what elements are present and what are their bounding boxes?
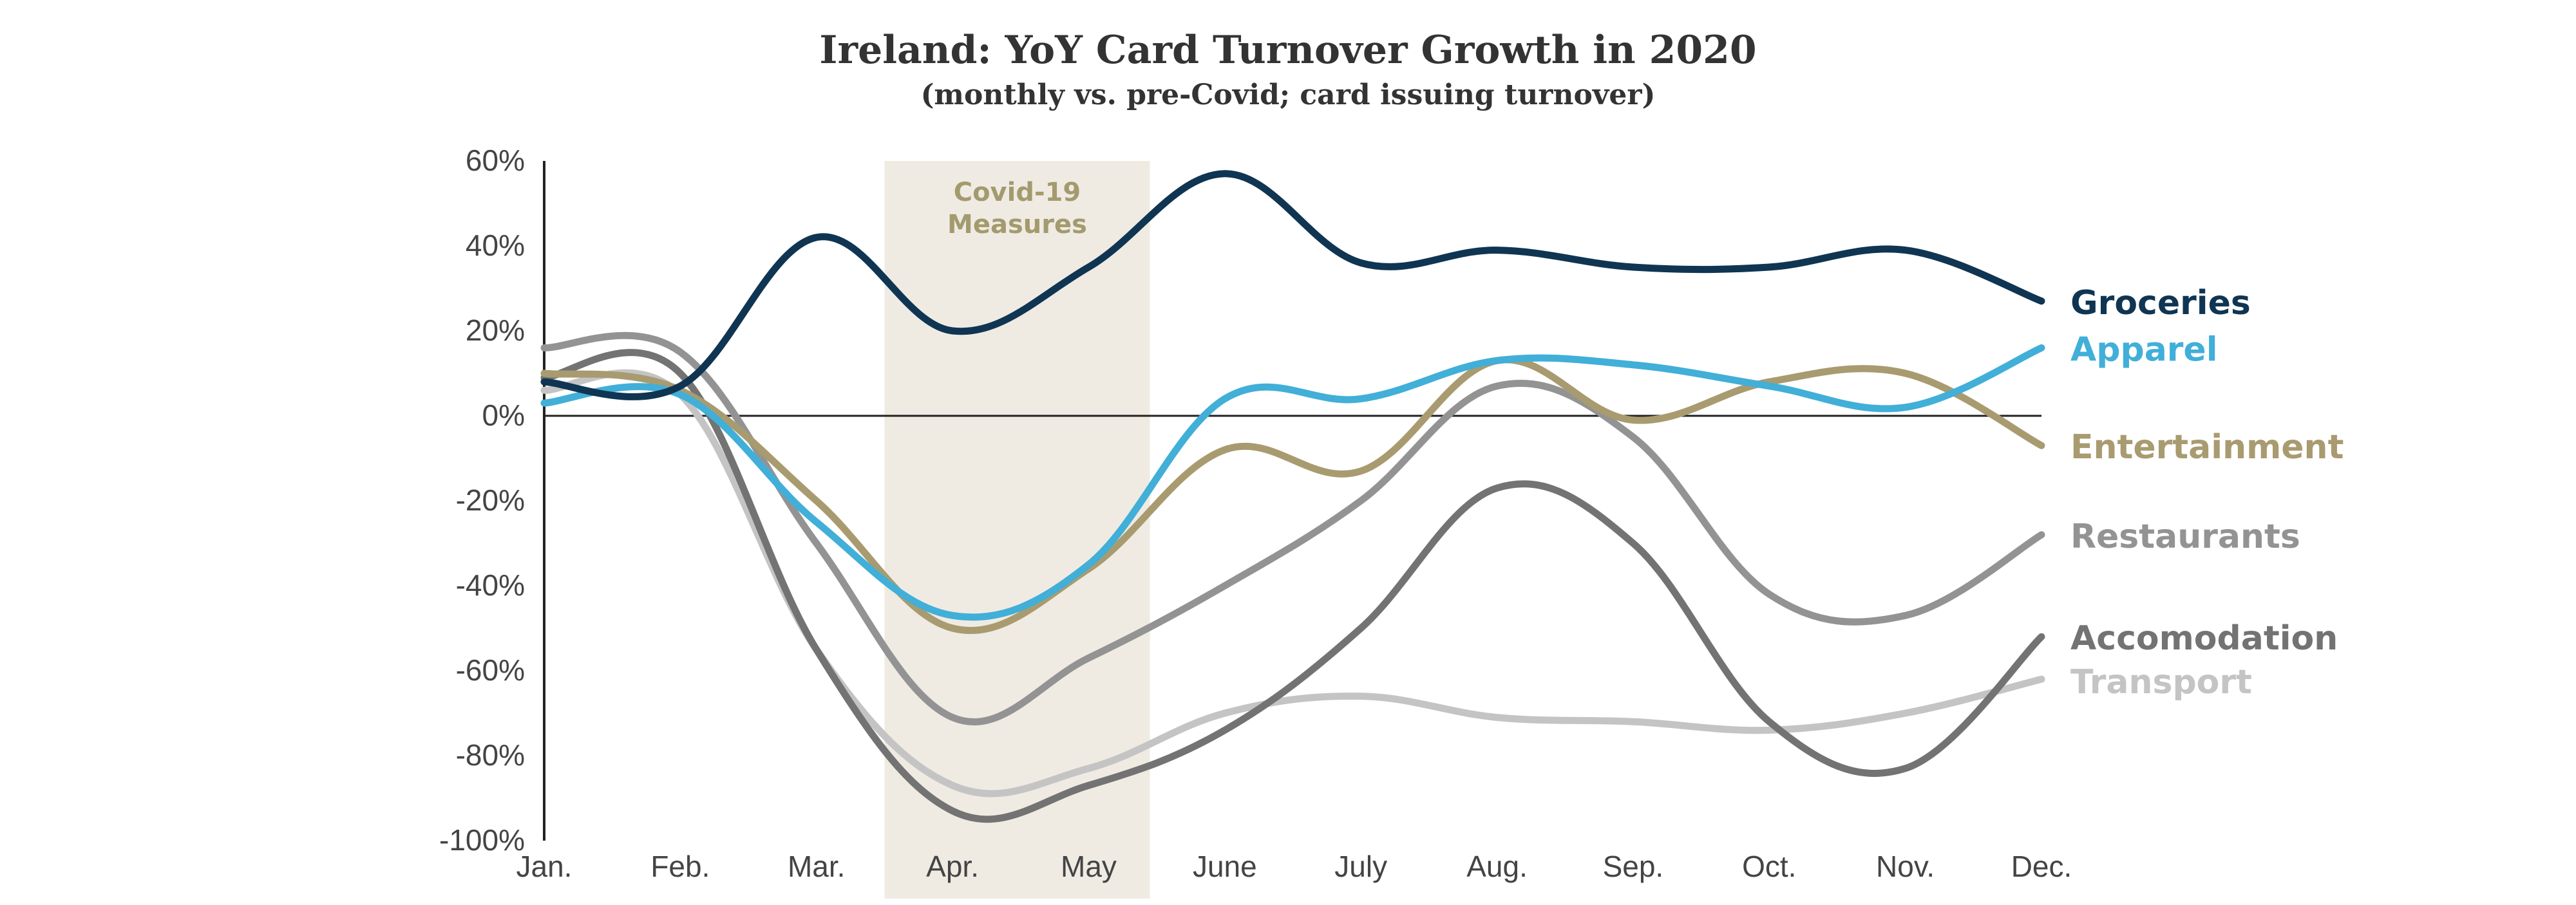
x-tick-label: July bbox=[1334, 850, 1387, 883]
y-tick-label: 40% bbox=[466, 229, 525, 262]
y-tick-label: -60% bbox=[456, 653, 525, 687]
x-tick-label: Apr. bbox=[926, 850, 979, 883]
x-tick-label: Oct. bbox=[1742, 850, 1796, 883]
covid-band-label-line1: Covid-19 bbox=[954, 178, 1081, 207]
y-tick-label: -20% bbox=[456, 483, 525, 517]
x-tick-label: Feb. bbox=[650, 850, 710, 883]
x-tick-label: Jan. bbox=[516, 850, 573, 883]
y-tick-label: 60% bbox=[466, 144, 525, 177]
series-line-accomodation bbox=[540, 349, 2045, 823]
x-tick-label: Sep. bbox=[1603, 850, 1664, 883]
series-line-entertainment bbox=[540, 356, 2045, 635]
series-label-group: Groceries Apparel Entertainment Restaurants… bbox=[2070, 284, 2344, 702]
y-tick-label: -40% bbox=[456, 568, 525, 602]
x-tick-label: May bbox=[1061, 850, 1117, 883]
series-group bbox=[540, 170, 2045, 823]
series-line-transport bbox=[540, 369, 2045, 798]
series-label-entertainment: Entertainment bbox=[2070, 428, 2344, 467]
x-tick-label: Mar. bbox=[788, 850, 845, 883]
series-label-accomodation: Accomodation bbox=[2070, 619, 2338, 658]
series-label-restaurants: Restaurants bbox=[2070, 518, 2300, 556]
y-tick-label: -80% bbox=[456, 738, 525, 772]
x-tick-label: Dec. bbox=[2011, 850, 2072, 883]
y-tick-label: 20% bbox=[466, 313, 525, 347]
x-tick-label: Nov. bbox=[1876, 850, 1935, 883]
x-tick-label: June bbox=[1193, 850, 1257, 883]
chart-title: Ireland: YoY Card Turnover Growth in 202… bbox=[819, 28, 1756, 73]
x-tick-label: Aug. bbox=[1466, 850, 1528, 883]
axis-group: 60% 40% 20% 0% -20% -40% -60% -80% -100%Jan. Feb.… bbox=[439, 144, 2072, 883]
series-label-apparel: Apparel bbox=[2070, 330, 2218, 369]
series-line-restaurants bbox=[540, 331, 2045, 725]
y-tick-label: -100% bbox=[439, 823, 525, 857]
series-label-transport: Transport bbox=[2070, 663, 2252, 702]
y-tick-label: 0% bbox=[482, 398, 525, 432]
series-line-groceries bbox=[540, 170, 2045, 400]
chart-subtitle: (monthly vs. pre-Covid; card issuing tur… bbox=[921, 79, 1656, 111]
covid-band-label-line2: Measures bbox=[947, 210, 1087, 239]
series-line-apparel bbox=[540, 344, 2045, 621]
series-label-groceries: Groceries bbox=[2070, 284, 2251, 322]
